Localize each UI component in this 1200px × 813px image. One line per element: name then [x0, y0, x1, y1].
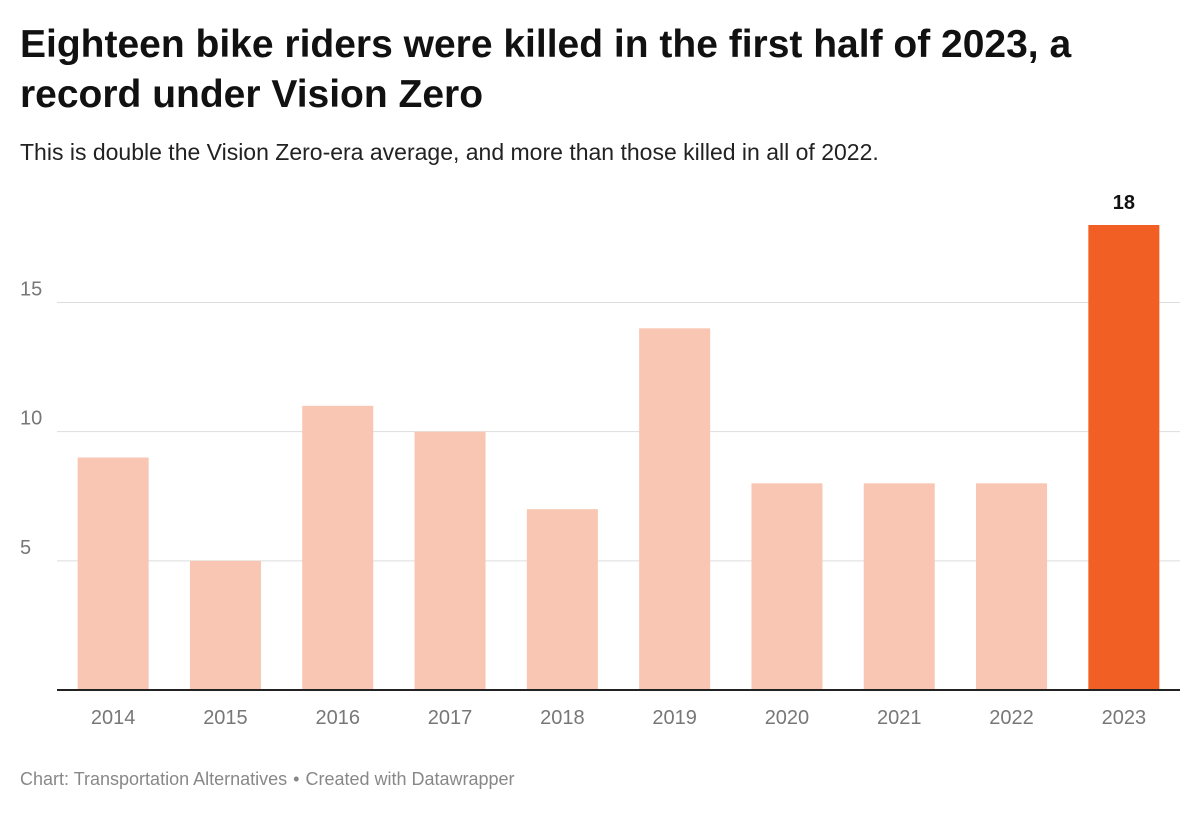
x-tick-label-2015: 2015: [203, 707, 248, 729]
x-tick-label-2019: 2019: [652, 707, 697, 729]
y-tick-label: 15: [20, 279, 42, 301]
bars: [77, 225, 1160, 690]
y-tick-label: 10: [20, 408, 42, 430]
credit-note: Created with Datawrapper: [305, 769, 515, 789]
x-tick-label-2022: 2022: [989, 707, 1034, 729]
bar-2019: [639, 328, 711, 690]
bar-2022: [976, 483, 1048, 690]
x-axis-tick-labels: 2014 2015 2016 2017 2018 2019 2020 2021 2022 2023: [91, 707, 1146, 729]
chart-subtitle: This is double the Vision Zero-era avera…: [20, 139, 879, 165]
bar-2018: [526, 509, 598, 690]
value-labels: 18: [1113, 192, 1135, 214]
x-tick-label-2016: 2016: [316, 707, 361, 729]
chart-title: Eighteen bike riders were killed in the …: [20, 23, 1072, 116]
y-axis-tick-labels: 5 10 15: [20, 279, 42, 559]
x-tick-label-2017: 2017: [428, 707, 473, 729]
bar-2015: [189, 560, 261, 690]
x-tick-label-2023: 2023: [1102, 707, 1147, 729]
bar-2023: [1088, 225, 1160, 690]
chart-footer: Chart: Transportation Alternatives • Creat…: [20, 766, 515, 792]
footer-separator: •: [293, 769, 300, 789]
bar-2016: [302, 405, 374, 690]
x-tick-label-2014: 2014: [91, 707, 136, 729]
source-note: Chart: Transportation Alternatives: [20, 769, 288, 789]
bar-2021: [863, 483, 935, 690]
bar-2017: [414, 431, 486, 690]
y-tick-label: 5: [20, 537, 31, 559]
bar-2020: [751, 483, 823, 690]
x-tick-label-2020: 2020: [765, 707, 810, 729]
bar-2014: [77, 457, 149, 690]
x-tick-label-2021: 2021: [877, 707, 922, 729]
value-label-2023: 18: [1113, 192, 1135, 214]
x-tick-label-2018: 2018: [540, 707, 585, 729]
